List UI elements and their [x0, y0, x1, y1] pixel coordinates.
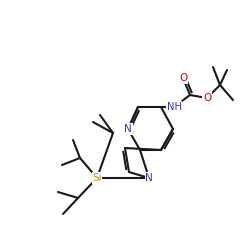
Text: Si: Si — [92, 173, 102, 183]
Text: N: N — [124, 124, 132, 134]
Text: N: N — [145, 173, 153, 183]
Text: O: O — [203, 93, 211, 103]
Text: NH: NH — [166, 102, 182, 112]
Text: O: O — [179, 73, 187, 83]
